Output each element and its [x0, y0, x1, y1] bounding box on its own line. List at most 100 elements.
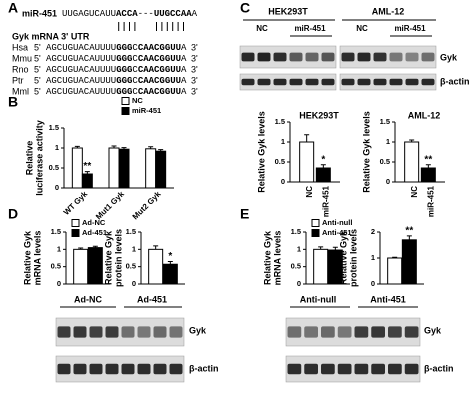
row-label: β-actin [424, 363, 454, 373]
blot-band [289, 52, 303, 62]
y-tick-label: 0 [371, 279, 375, 288]
panel-label: D [8, 206, 18, 222]
legend-label: Anti-451 [322, 228, 352, 237]
species: Mmu [12, 53, 32, 63]
blot-band [404, 363, 419, 375]
y-tick-label: 1 [386, 137, 390, 146]
sequence: AGCUGUACAUUUUGGGCCAACGGUUA [46, 87, 187, 97]
legend-label: Anti-null [322, 218, 352, 227]
blot [239, 45, 337, 69]
sequence-segment: UUGAGUCAUU [62, 9, 116, 19]
sequence-segment: A [181, 87, 187, 97]
blot-band [304, 326, 318, 338]
x-tick-label: WT Gyk [62, 189, 90, 217]
blot-band [241, 52, 255, 62]
blot-band [405, 78, 419, 86]
error-bar [153, 245, 159, 250]
sequence: AGCUGUACAUUUUGGGCCAACGGUUA [46, 76, 187, 86]
sequence: UUGAGUCAUUACCA---UUGCCAAA [62, 9, 198, 19]
sequence-segment: GGG [116, 54, 132, 64]
x-tick-label: miR-451 [426, 185, 435, 217]
species: Ptr [12, 75, 24, 85]
error-bar [111, 145, 117, 148]
y-tick-label: 0.5 [275, 157, 285, 166]
blot-band [169, 363, 183, 375]
bar [155, 150, 167, 189]
blot-band [337, 326, 352, 338]
legend-swatch [311, 219, 320, 227]
utr-label: Gyk mRNA 3' UTR [12, 31, 90, 41]
bar [73, 248, 89, 285]
error-bar [78, 247, 84, 250]
sequence-segment: GGG [116, 76, 132, 86]
y-tick-label: 1 [281, 137, 285, 146]
x-tick-label: NC [410, 186, 419, 198]
bar [118, 148, 130, 189]
y-axis-label: protein levels [113, 229, 123, 287]
bar [108, 147, 120, 189]
y-tick-label: 0.5 [380, 157, 390, 166]
y-tick-label: 1.5 [291, 227, 301, 236]
error-bar [74, 145, 80, 148]
sequence-segment: AGCUGUACAUUUU [46, 87, 116, 97]
sequence-segment: CAACGGUU [138, 43, 181, 53]
blot-band [305, 52, 319, 62]
bar [81, 173, 93, 189]
five-prime: 5' [34, 86, 41, 96]
sequence: AGCUGUACAUUUUGGGCCAACGGUUA [46, 54, 187, 64]
y-tick-label: 1.5 [51, 227, 61, 236]
chart-title: HEK293T [299, 110, 339, 120]
bar [87, 247, 103, 285]
condition-label: NC [356, 24, 368, 33]
blot-band [341, 78, 355, 86]
legend-swatch [121, 97, 130, 105]
blot-band [153, 363, 167, 375]
blot-band [257, 52, 271, 62]
mirna-label: miR-451 [22, 8, 57, 18]
condition-label: Anti-451 [370, 294, 406, 304]
bar [162, 263, 178, 285]
y-tick-label: 1.5 [126, 227, 136, 236]
species: Mml [12, 86, 29, 96]
row-label: Gyk [440, 52, 458, 62]
condition-label: Ad-451 [137, 294, 167, 304]
row-label: Gyk [424, 325, 442, 335]
blot-band [373, 78, 387, 86]
three-prime: 3' [191, 53, 198, 63]
error-bar [158, 149, 164, 152]
y-tick-label: 0 [57, 279, 61, 288]
row-label: β-actin [189, 363, 219, 373]
blot-band [121, 363, 135, 375]
sequence-segment: --- [138, 9, 154, 19]
blot-band [371, 326, 385, 338]
species: Hsa [12, 42, 28, 52]
sequence-segment: C [132, 65, 138, 75]
y-axis-label: protein levels [348, 229, 358, 287]
y-tick-label: 1.5 [380, 117, 390, 126]
sequence-segment: AGCUGUACAUUUU [46, 54, 116, 64]
blot-band [404, 326, 419, 338]
y-axis-label: mRNA levels [32, 231, 42, 286]
legend-swatch [71, 219, 80, 227]
species: Rno [12, 64, 29, 74]
blot-band [137, 326, 151, 338]
sequence-segment: UUGCCAA [154, 9, 192, 19]
sequence-segment: C [132, 54, 138, 64]
blot-band [337, 363, 352, 375]
bar [404, 141, 420, 183]
legend-swatch [71, 229, 80, 237]
sequence-segment: A [181, 54, 187, 64]
three-prime: 3' [191, 42, 198, 52]
sequence-segment: CAACGGUU [138, 54, 181, 64]
y-axis-label: Relative Gyk levels [256, 111, 266, 193]
condition-label: Ad-NC [74, 294, 102, 304]
annotation: ** [83, 161, 91, 172]
blot-band [73, 363, 87, 375]
panel-label: B [8, 94, 18, 110]
chart-title: AML-12 [408, 110, 441, 120]
blot-band [304, 363, 318, 375]
y-tick-label: 0.5 [126, 262, 136, 271]
y-tick-label: 0.5 [49, 163, 59, 172]
y-axis-label: Relative [24, 141, 34, 176]
